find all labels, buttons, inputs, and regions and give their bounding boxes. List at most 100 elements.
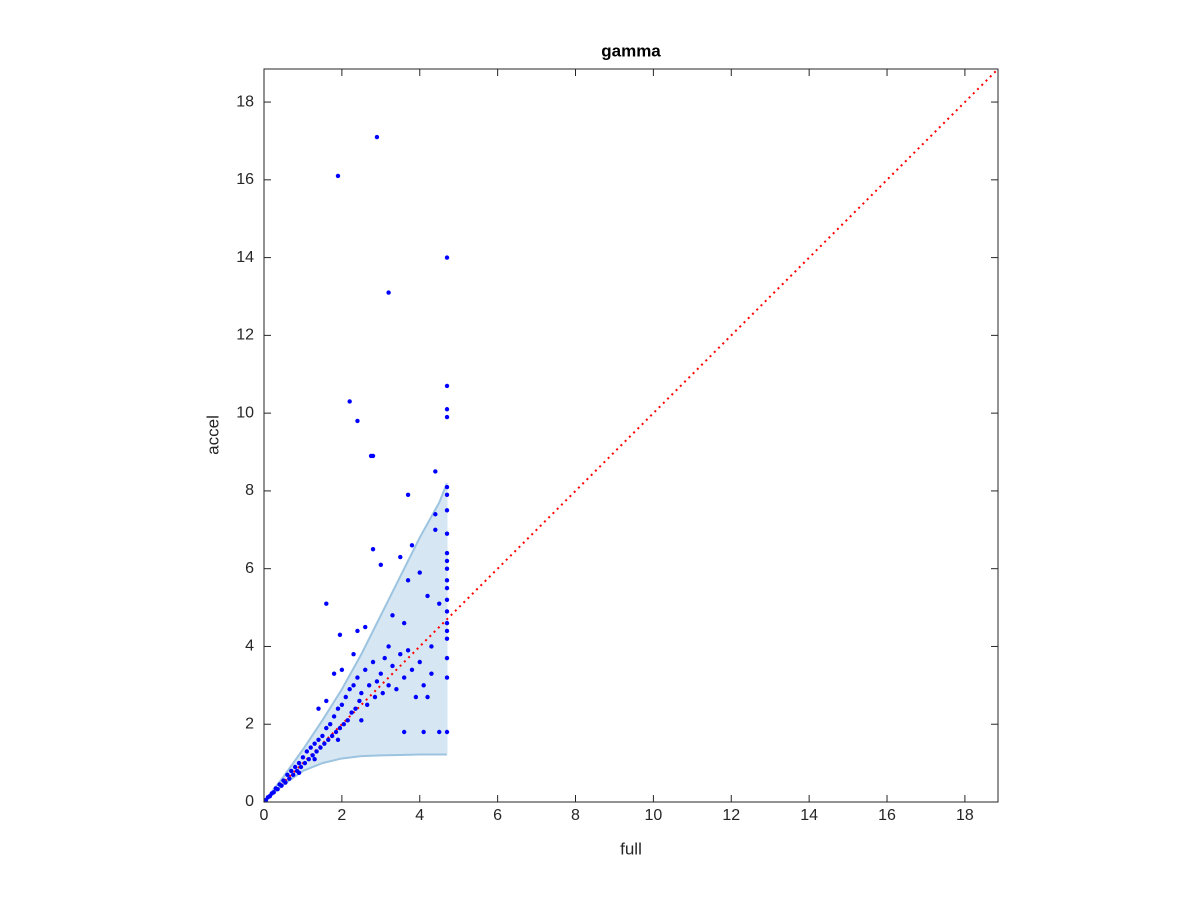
point [306,757,311,762]
y-tick-label: 8 [245,482,254,499]
x-tick-label: 10 [644,807,662,824]
point [271,790,276,795]
point [337,725,343,731]
point [425,593,430,599]
point [444,675,450,680]
point [444,255,450,260]
x-tick-label: 12 [722,807,740,824]
point [405,578,411,583]
point [287,776,292,781]
point [394,687,399,692]
point [335,706,341,711]
point [337,632,343,637]
point [292,764,298,770]
point [417,659,422,665]
point [444,407,450,412]
point [363,667,368,672]
point [372,694,378,700]
point [285,772,290,777]
y-tick-label: 0 [245,793,254,810]
point [283,780,288,785]
y-tick-label: 16 [236,171,254,188]
point [444,729,450,735]
y-tick-label: 6 [245,560,254,577]
point [401,675,407,680]
y-tick-label: 4 [245,638,254,655]
point [355,418,360,424]
y-tick-label: 10 [236,404,254,421]
point [316,706,321,711]
point [444,585,450,591]
point [370,547,376,552]
point [444,628,450,634]
x-tick-label: 2 [337,807,346,824]
point [409,667,415,672]
point [398,652,403,657]
y-axis-label: accel [203,415,222,455]
point [421,683,426,688]
y-tick-label: 18 [236,93,254,110]
point [312,757,317,762]
point [386,290,391,295]
point [326,737,331,742]
point [359,718,364,723]
point [444,492,450,498]
x-tick-label: 16 [878,807,896,824]
point [417,570,422,575]
point [357,698,362,704]
point [421,729,426,735]
point [437,601,442,606]
point [347,399,352,404]
point [316,737,321,742]
point [304,749,310,754]
point [444,508,450,513]
band-upper-edge [263,482,448,803]
point [347,687,352,692]
point [378,671,384,676]
point [355,675,360,680]
x-tick-label: 0 [260,807,269,824]
point [339,702,345,707]
point [444,414,450,420]
point [444,578,450,583]
point [368,453,374,459]
point [322,741,327,746]
point [444,531,450,536]
point [331,671,337,676]
point [300,755,306,760]
point [351,683,356,688]
point [310,753,315,758]
point [444,636,450,641]
point [275,786,280,792]
point [364,702,370,707]
point [390,663,395,669]
point [363,624,368,630]
point [341,722,347,727]
point [429,671,434,676]
point [401,620,407,626]
chart-title: gamma [601,41,661,60]
point [370,659,376,665]
point [444,484,450,490]
point [444,620,450,626]
x-tick-label: 6 [493,807,502,824]
point [405,648,411,653]
point [374,679,380,684]
point [433,527,438,532]
point [331,714,337,719]
point [343,694,348,700]
point [345,718,350,723]
point [378,562,384,567]
point [444,655,450,661]
point [339,667,345,672]
x-tick-label: 14 [800,807,818,824]
point [425,694,430,700]
point [312,741,317,746]
point [291,772,296,777]
point [409,543,415,548]
point [298,764,304,770]
x-tick-label: 8 [571,807,580,824]
point [405,492,411,498]
point [333,729,339,735]
